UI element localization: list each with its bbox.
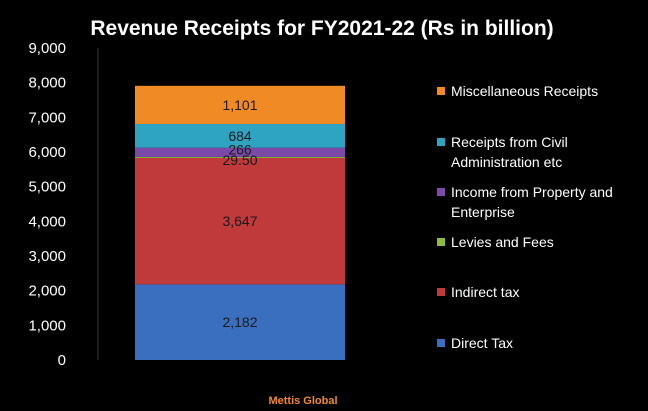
- bar-segment-indirect-tax: [135, 157, 345, 285]
- legend-swatch: [437, 288, 445, 296]
- data-label: 29.50: [222, 152, 257, 168]
- legend-label: Receipts from Civil: [451, 134, 568, 150]
- legend-label: Direct Tax: [451, 335, 513, 351]
- y-tick-label: 4,000: [28, 213, 66, 230]
- data-label: 1,101: [222, 97, 257, 113]
- legend-swatch: [437, 188, 445, 196]
- legend-label: Miscellaneous Receipts: [451, 83, 598, 99]
- legend-swatch: [437, 138, 445, 146]
- y-axis-ticks: 0 1,000 2,000 3,000 4,000 5,000 6,000 7,000 8,00…: [28, 40, 66, 369]
- data-label: 2,182: [222, 314, 257, 330]
- bar-segment-levies-and-fees: [135, 156, 345, 158]
- legend: Miscellaneous Receipts Receipts from Civi…: [437, 83, 613, 351]
- y-tick-label: 9,000: [28, 40, 66, 57]
- data-label: 3,647: [222, 213, 257, 229]
- y-tick-label: 5,000: [28, 179, 66, 196]
- legend-label: Levies and Fees: [451, 234, 554, 250]
- y-tick-label: 8,000: [28, 75, 66, 92]
- bar-segment-income-from-property-and-enterprise: [135, 147, 345, 157]
- legend-label: Enterprise: [451, 204, 515, 220]
- chart-title: Revenue Receipts for FY2021-22 (Rs in bi…: [90, 17, 553, 40]
- bar-segment-receipts-from-civil-administration-etc: [135, 123, 345, 148]
- y-tick-label: 1,000: [28, 317, 66, 334]
- data-label: 266: [228, 141, 252, 157]
- legend-swatch: [437, 238, 445, 246]
- y-tick-label: 2,000: [28, 283, 66, 300]
- legend-swatch: [437, 87, 445, 95]
- y-tick-label: 3,000: [28, 248, 66, 265]
- y-tick-label: 0: [58, 352, 66, 369]
- stacked-bar: [135, 85, 345, 360]
- footer-credit: Mettis Global: [268, 395, 337, 407]
- y-tick-label: 7,000: [28, 109, 66, 126]
- legend-swatch: [437, 339, 445, 347]
- bar-segment-miscellaneous-receipts: [135, 85, 345, 124]
- bar-segment-direct-tax: [135, 284, 345, 360]
- legend-label: Indirect tax: [451, 284, 519, 300]
- legend-label: Income from Property and: [451, 184, 613, 200]
- legend-label: Administration etc: [451, 154, 562, 170]
- data-label: 684: [228, 128, 252, 144]
- y-tick-label: 6,000: [28, 144, 66, 161]
